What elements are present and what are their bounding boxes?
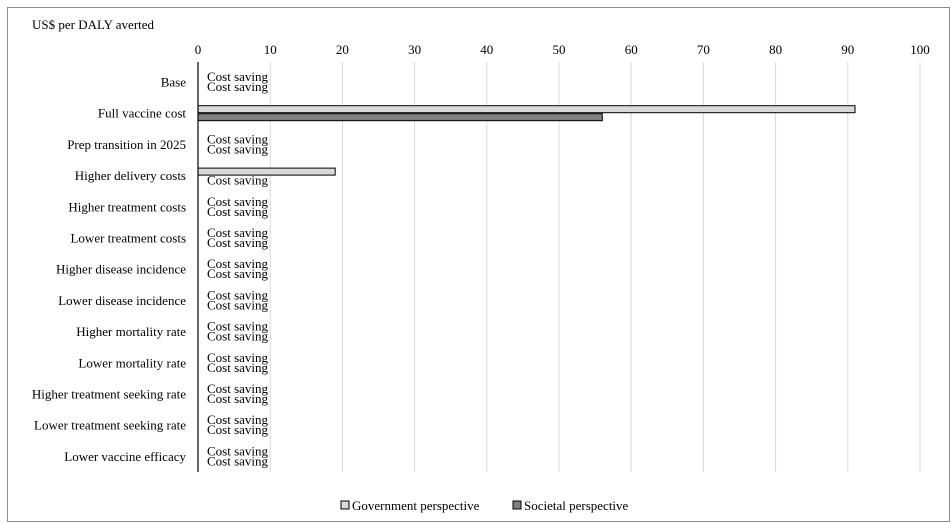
category-label: Base	[161, 75, 187, 90]
data-label-societal: Cost saving	[207, 453, 269, 468]
legend-label: Societal perspective	[524, 498, 629, 513]
legend-swatch	[512, 500, 522, 510]
data-label-government: Cost saving	[207, 443, 269, 458]
legend-label: Government perspective	[352, 498, 480, 513]
category-label: Full vaccine cost	[98, 106, 186, 121]
x-tick-label: 0	[195, 42, 202, 57]
x-tick-label: 20	[336, 42, 349, 57]
data-label-societal: Cost saving	[207, 141, 269, 156]
x-tick-label: 80	[769, 42, 782, 57]
data-label-societal: Cost saving	[207, 297, 269, 312]
category-label: Lower disease incidence	[58, 293, 186, 308]
category-label: Prep transition in 2025	[67, 137, 186, 152]
chart-frame	[7, 7, 950, 522]
data-label-societal: Cost saving	[207, 266, 269, 281]
data-label-government: Cost saving	[207, 69, 269, 84]
x-tick-label: 60	[625, 42, 638, 57]
gridlines	[269, 62, 921, 472]
data-label-societal: Cost saving	[207, 329, 269, 344]
data-label-government: Cost saving	[207, 225, 269, 240]
bar-societal	[197, 113, 603, 122]
x-tick-label: 70	[697, 42, 710, 57]
x-tick-label: 10	[264, 42, 277, 57]
x-tick-label: 40	[480, 42, 493, 57]
category-label: Lower treatment costs	[70, 231, 186, 246]
x-tick-label: 90	[841, 42, 854, 57]
data-label-societal: Cost saving	[207, 79, 269, 94]
category-label: Higher treatment seeking rate	[32, 387, 186, 402]
data-label-government: Cost saving	[207, 287, 269, 302]
category-label: Lower vaccine efficacy	[64, 449, 186, 464]
data-label-societal: Cost saving	[207, 391, 269, 406]
bars	[197, 105, 856, 176]
data-label-government: Cost saving	[207, 194, 269, 209]
category-label: Higher delivery costs	[75, 168, 186, 183]
category-labels: Base Full vaccine cost Prep transition in …	[32, 75, 187, 464]
x-tick-label: 50	[553, 42, 566, 57]
data-label-government: Cost saving	[207, 319, 269, 334]
x-tick-labels: 0 10 20 30 40 50 60 70 80 90 100	[195, 42, 930, 57]
y-axis-label: US$ per DALY averted	[32, 17, 155, 32]
data-label-societal: Cost saving	[207, 422, 269, 437]
category-label: Higher mortality rate	[76, 324, 186, 339]
category-label: Higher treatment costs	[68, 199, 186, 214]
bar-government	[197, 105, 856, 114]
x-tick-label: 30	[408, 42, 421, 57]
data-label-societal: Cost saving	[207, 204, 269, 219]
category-label: Lower treatment seeking rate	[34, 418, 186, 433]
category-label: Lower mortality rate	[78, 355, 186, 370]
legend: Government perspective Societal perspecti…	[340, 498, 629, 513]
data-label-government: Cost saving	[207, 350, 269, 365]
data-label-societal: Cost saving	[207, 173, 269, 188]
data-label-societal: Cost saving	[207, 360, 269, 375]
x-tick-label: 100	[910, 42, 930, 57]
data-label-government: Cost saving	[207, 131, 269, 146]
data-label-societal: Cost saving	[207, 235, 269, 250]
data-label-government: Cost saving	[207, 412, 269, 427]
category-label: Higher disease incidence	[56, 262, 186, 277]
data-label-government: Cost saving	[207, 381, 269, 396]
legend-swatch	[340, 500, 350, 510]
data-label-government: Cost saving	[207, 256, 269, 271]
